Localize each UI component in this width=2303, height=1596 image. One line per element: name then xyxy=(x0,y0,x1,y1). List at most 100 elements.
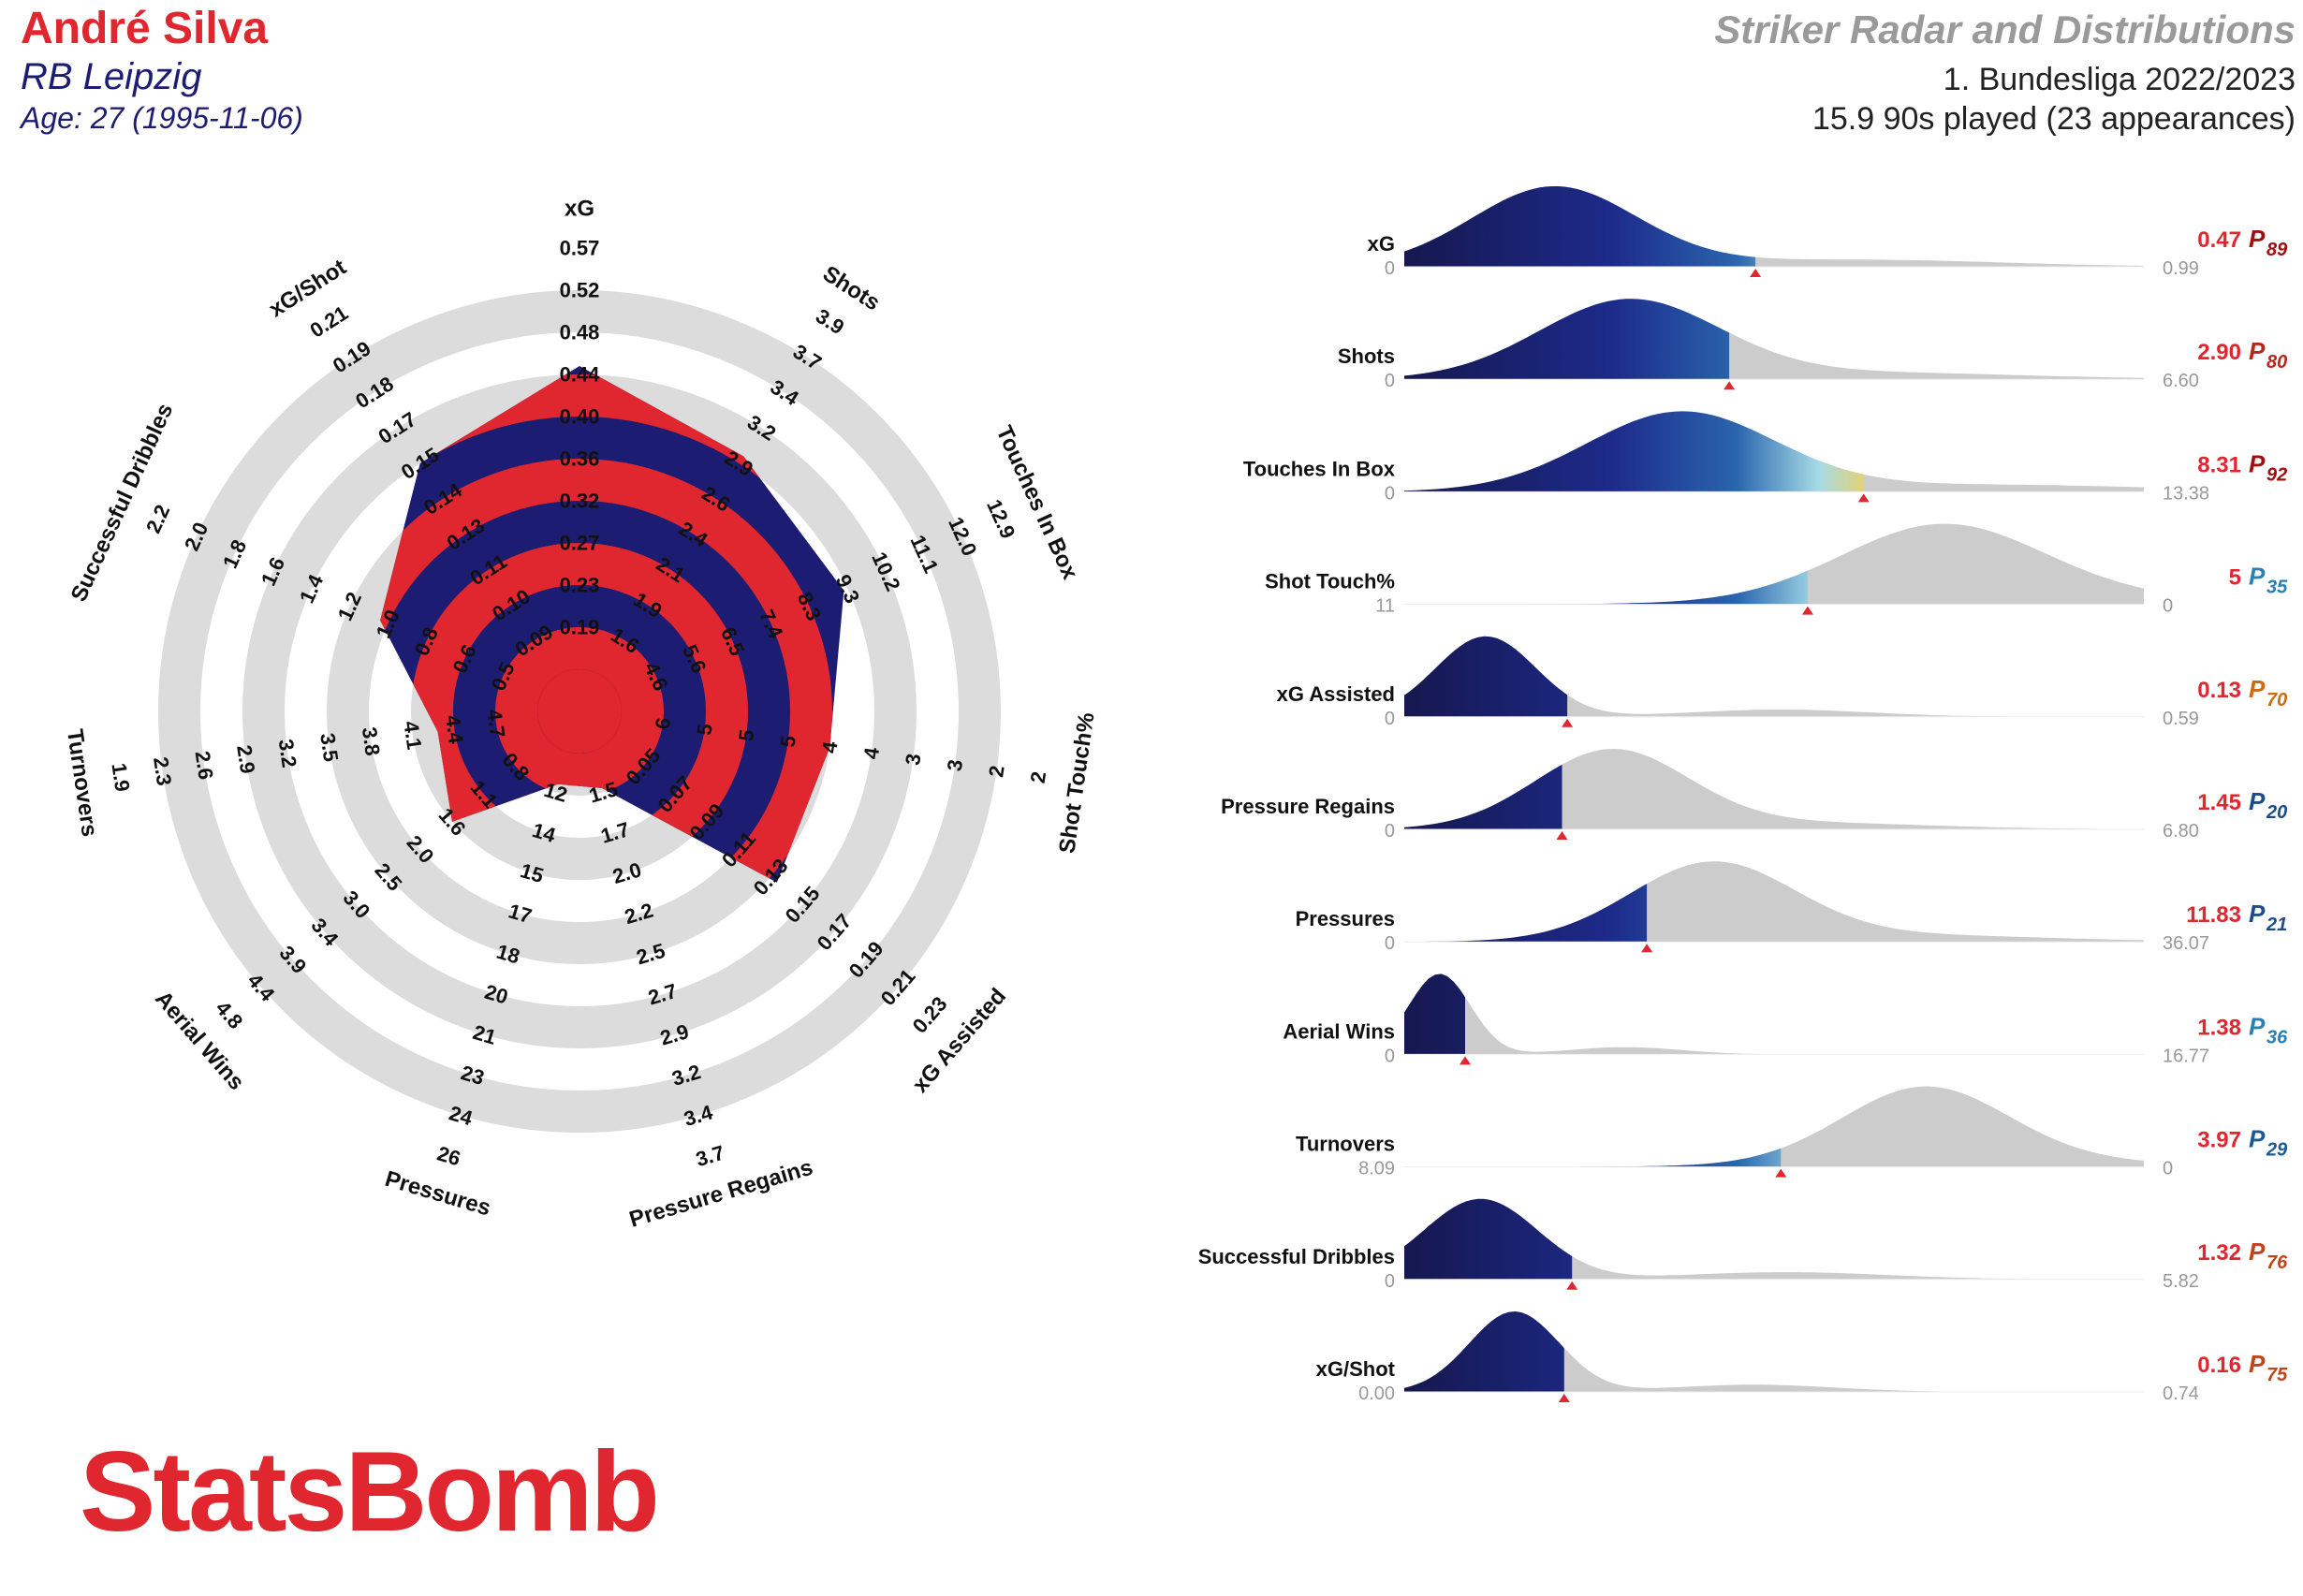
radar-tick-label: 0.36 xyxy=(560,447,600,471)
radar-axis-label: Turnovers xyxy=(62,727,102,838)
distribution-percentile-p: P xyxy=(2249,449,2266,477)
radar-ring xyxy=(158,290,1001,1133)
distribution-value: 5 xyxy=(2229,565,2241,591)
distribution-row: xG0 0.99 0.47 P 89 xyxy=(1368,186,2288,279)
radar-tick-label: 4 xyxy=(859,745,885,760)
distribution-marker xyxy=(1857,493,1870,503)
distribution-min: 11 xyxy=(1375,596,1395,617)
distribution-fill xyxy=(1404,884,1648,943)
radar-tick-label: 0.32 xyxy=(560,490,600,513)
distribution-area xyxy=(1404,1086,2144,1167)
distribution-marker xyxy=(1750,269,1762,277)
distribution-min: 0 xyxy=(1385,483,1395,504)
distribution-label: Successful Dribbles xyxy=(1198,1245,1395,1268)
radar-tick-label: 4 xyxy=(817,739,843,754)
distribution-row: Aerial Wins 0 16.77 1.38 P 36 xyxy=(1283,974,2288,1066)
distribution-label: xG/Shot xyxy=(1316,1357,1396,1381)
distribution-min: 0 xyxy=(1385,371,1395,391)
distribution-value: 1.38 xyxy=(2197,1015,2241,1040)
radar-tick-label: 0.44 xyxy=(560,363,601,387)
radar-tick-label: 2 xyxy=(984,764,1008,779)
statsbomb-logo: StatsBomb xyxy=(80,1428,657,1555)
distribution-row: Successful Dribbles 0 5.82 1.32 P 76 xyxy=(1198,1198,2288,1292)
distribution-value: 11.83 xyxy=(2186,902,2241,928)
radar-axis-label: xG Assisted xyxy=(907,984,1011,1098)
radar-tick-label: 1.9 xyxy=(107,761,134,793)
radar-tick-label: 0.48 xyxy=(560,321,600,344)
distribution-row: Shots 0 6.60 2.90 P 80 xyxy=(1338,299,2287,391)
distribution-max: 0.99 xyxy=(2163,258,2199,279)
distribution-percentile-p: P xyxy=(2249,1237,2266,1266)
distribution-percentile-p: P xyxy=(2249,337,2266,365)
player-age: Age: 27 (1995-11-06) xyxy=(19,101,303,135)
radar-tick-label: 4.1 xyxy=(399,720,426,752)
distribution-percentile: 80 xyxy=(2266,352,2287,373)
distribution-area xyxy=(1404,974,2144,1055)
radar-band xyxy=(495,627,664,796)
distribution-marker xyxy=(1558,1394,1570,1402)
distribution-percentile: 36 xyxy=(2266,1027,2288,1047)
distribution-max: 0.59 xyxy=(2163,709,2199,729)
distribution-row: Pressures 0 36.07 11.83 P 21 xyxy=(1296,861,2287,954)
distribution-row: xG Assisted 0 0.59 0.13 P 70 xyxy=(1277,636,2287,729)
team-name: RB Leipzig xyxy=(21,56,201,97)
radar-tick-label: 3.8 xyxy=(358,725,385,757)
distribution-label: xG xyxy=(1368,232,1395,256)
distribution-marker xyxy=(1556,831,1568,840)
distribution-fill xyxy=(1404,1311,1564,1392)
distribution-row: Pressure Regains 0 6.80 1.45 P 20 xyxy=(1221,749,2287,842)
radar-tick-label: 3.9 xyxy=(812,304,848,340)
distribution-max: 5.82 xyxy=(2163,1271,2199,1292)
distribution-row: xG/Shot 0.00 0.74 0.16 P 75 xyxy=(1316,1311,2288,1404)
distribution-percentile-p: P xyxy=(2249,1350,2266,1378)
distribution-marker xyxy=(1724,381,1736,390)
radar-tick-label: 0.52 xyxy=(560,279,600,302)
distribution-percentile-p: P xyxy=(2249,900,2266,928)
distribution-percentile-p: P xyxy=(2249,225,2266,253)
distribution-percentile-p: P xyxy=(2249,787,2266,815)
distribution-marker xyxy=(1775,1168,1787,1178)
minutes-played: 15.9 90s played (23 appearances) xyxy=(1812,101,2296,137)
distribution-fill xyxy=(1404,570,1808,605)
distribution-label: Shots xyxy=(1338,344,1395,368)
radar-tick-label: 5 xyxy=(775,734,799,749)
distribution-min: 0 xyxy=(1385,258,1395,279)
distribution-fill xyxy=(1404,411,1864,492)
radar-tick-label: 4.4 xyxy=(441,713,468,746)
distribution-percentile: 35 xyxy=(2266,578,2288,598)
radar-tick-label: 0.27 xyxy=(560,532,600,555)
radar-axis-label: Successful Dribbles xyxy=(66,400,179,606)
distribution-min: 0 xyxy=(1385,1046,1395,1066)
distribution-min: 0 xyxy=(1385,933,1395,954)
distribution-label: Pressure Regains xyxy=(1221,795,1395,818)
distribution-marker xyxy=(1460,1056,1471,1065)
distribution-min: 0 xyxy=(1385,1271,1395,1292)
distribution-max: 13.38 xyxy=(2163,483,2209,504)
distribution-label: Touches In Box xyxy=(1243,457,1396,480)
distribution-fill xyxy=(1404,636,1568,717)
radar-tick-label: 4.8 xyxy=(211,996,247,1032)
radar-tick-label: 0.21 xyxy=(306,301,353,343)
distribution-value: 3.97 xyxy=(2197,1128,2241,1153)
radar-band xyxy=(380,459,832,883)
distribution-value: 0.47 xyxy=(2197,227,2241,253)
radar-tick-label: 2.6 xyxy=(191,750,218,782)
distribution-percentile-p: P xyxy=(2249,1125,2266,1153)
distribution-percentile-p: P xyxy=(2249,1012,2266,1040)
player-name: André Silva xyxy=(21,4,268,53)
radar-axis-label: Pressures xyxy=(382,1166,493,1222)
radar-tick-label: 3.2 xyxy=(274,738,301,769)
radar-tick-label: 0.23 xyxy=(560,574,600,597)
radar-tick-label: 5 xyxy=(734,728,758,743)
distribution-percentile: 21 xyxy=(2266,915,2287,935)
distribution-value: 8.31 xyxy=(2197,452,2241,477)
radar-tick-label: 5 xyxy=(692,722,716,737)
radar-tick-label: 2 xyxy=(1026,770,1050,785)
radar-tick-label: 0.23 xyxy=(908,992,952,1038)
distribution-max: 6.80 xyxy=(2163,821,2199,842)
distribution-fill xyxy=(1404,1148,1782,1167)
distribution-min: 0 xyxy=(1385,821,1395,842)
